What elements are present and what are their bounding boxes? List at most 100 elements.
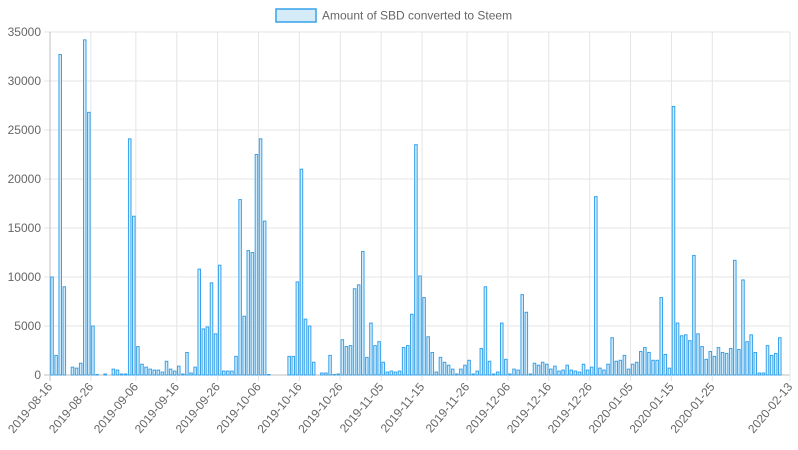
bar[interactable] <box>401 347 406 376</box>
bar[interactable] <box>450 368 455 376</box>
bar[interactable] <box>540 361 545 376</box>
bar[interactable] <box>189 372 193 376</box>
bar[interactable] <box>471 373 475 376</box>
bar[interactable] <box>430 351 435 376</box>
bar[interactable] <box>712 355 717 376</box>
bar[interactable] <box>573 370 578 376</box>
bar[interactable] <box>700 346 704 376</box>
bar[interactable] <box>340 339 345 376</box>
bar[interactable] <box>696 333 700 376</box>
bar[interactable] <box>307 325 312 376</box>
bar[interactable] <box>242 315 246 376</box>
bar[interactable] <box>581 363 586 376</box>
bar[interactable] <box>528 373 533 376</box>
bar[interactable] <box>397 370 402 376</box>
bar[interactable] <box>197 268 201 376</box>
bar[interactable] <box>111 368 116 376</box>
bar[interactable] <box>463 364 467 376</box>
bar[interactable] <box>217 264 222 376</box>
bar[interactable] <box>683 334 688 376</box>
bar[interactable] <box>737 349 741 376</box>
bar[interactable] <box>655 359 659 376</box>
bar[interactable] <box>561 369 565 376</box>
bar[interactable] <box>54 354 58 376</box>
bar[interactable] <box>250 252 255 376</box>
bar[interactable] <box>78 362 83 376</box>
bar[interactable] <box>410 313 414 376</box>
bar[interactable] <box>50 276 54 376</box>
bar[interactable] <box>773 352 778 376</box>
bar[interactable] <box>127 138 132 376</box>
bar[interactable] <box>639 350 643 376</box>
bar[interactable] <box>508 373 512 376</box>
bar[interactable] <box>389 370 394 376</box>
bar[interactable] <box>761 372 766 376</box>
bar[interactable] <box>753 351 758 376</box>
bar[interactable] <box>254 154 259 376</box>
bar[interactable] <box>246 250 251 376</box>
bar[interactable] <box>193 366 197 376</box>
bar[interactable] <box>667 367 672 376</box>
bar[interactable] <box>336 373 340 376</box>
bar[interactable] <box>434 371 439 376</box>
bar[interactable] <box>62 286 67 376</box>
bar[interactable] <box>475 370 480 376</box>
bar[interactable] <box>438 356 443 376</box>
bar[interactable] <box>708 350 713 376</box>
bar[interactable] <box>140 363 144 376</box>
bar[interactable] <box>418 275 422 376</box>
bar[interactable] <box>156 369 161 376</box>
bar[interactable] <box>618 359 623 376</box>
bar[interactable] <box>495 371 500 376</box>
bar[interactable] <box>614 360 619 376</box>
bar[interactable] <box>524 311 529 376</box>
bar[interactable] <box>311 361 316 376</box>
bar[interactable] <box>172 370 177 376</box>
bar[interactable] <box>483 286 488 376</box>
bar[interactable] <box>610 337 614 376</box>
bar[interactable] <box>426 336 430 376</box>
bar[interactable] <box>512 368 516 376</box>
bar[interactable] <box>500 322 504 376</box>
bar[interactable] <box>757 372 762 376</box>
bar[interactable] <box>87 111 91 376</box>
bar[interactable] <box>230 370 234 376</box>
bar[interactable] <box>769 354 774 376</box>
bar[interactable] <box>647 351 651 376</box>
bar[interactable] <box>536 364 541 376</box>
bar[interactable] <box>741 279 745 376</box>
bar[interactable] <box>377 341 381 376</box>
bar[interactable] <box>634 361 639 376</box>
bar[interactable] <box>651 359 655 376</box>
bar[interactable] <box>234 355 238 376</box>
bar[interactable] <box>479 348 484 376</box>
bar[interactable] <box>602 369 606 376</box>
bar[interactable] <box>643 347 647 376</box>
bar[interactable] <box>589 366 594 376</box>
bar[interactable] <box>557 370 561 376</box>
bar[interactable] <box>177 365 181 376</box>
bar[interactable] <box>688 340 692 376</box>
bar[interactable] <box>123 373 128 376</box>
bar[interactable] <box>549 368 553 376</box>
bar[interactable] <box>724 352 729 376</box>
bar[interactable] <box>205 326 210 376</box>
bar[interactable] <box>671 105 676 376</box>
legend[interactable]: Amount of SBD converted to Steem <box>275 8 512 23</box>
bar[interactable] <box>295 281 300 376</box>
bar[interactable] <box>152 369 157 376</box>
bar[interactable] <box>765 345 770 376</box>
bar[interactable] <box>487 360 492 376</box>
bar[interactable] <box>704 358 708 376</box>
bar[interactable] <box>622 354 627 376</box>
bar[interactable] <box>320 372 324 376</box>
bar[interactable] <box>553 365 557 376</box>
bar[interactable] <box>659 297 663 376</box>
bar[interactable] <box>598 367 602 376</box>
bar[interactable] <box>356 284 361 376</box>
bar[interactable] <box>119 373 124 376</box>
bar[interactable] <box>164 360 169 376</box>
bar[interactable] <box>115 369 120 376</box>
bar[interactable] <box>148 368 152 376</box>
bar[interactable] <box>749 334 753 376</box>
